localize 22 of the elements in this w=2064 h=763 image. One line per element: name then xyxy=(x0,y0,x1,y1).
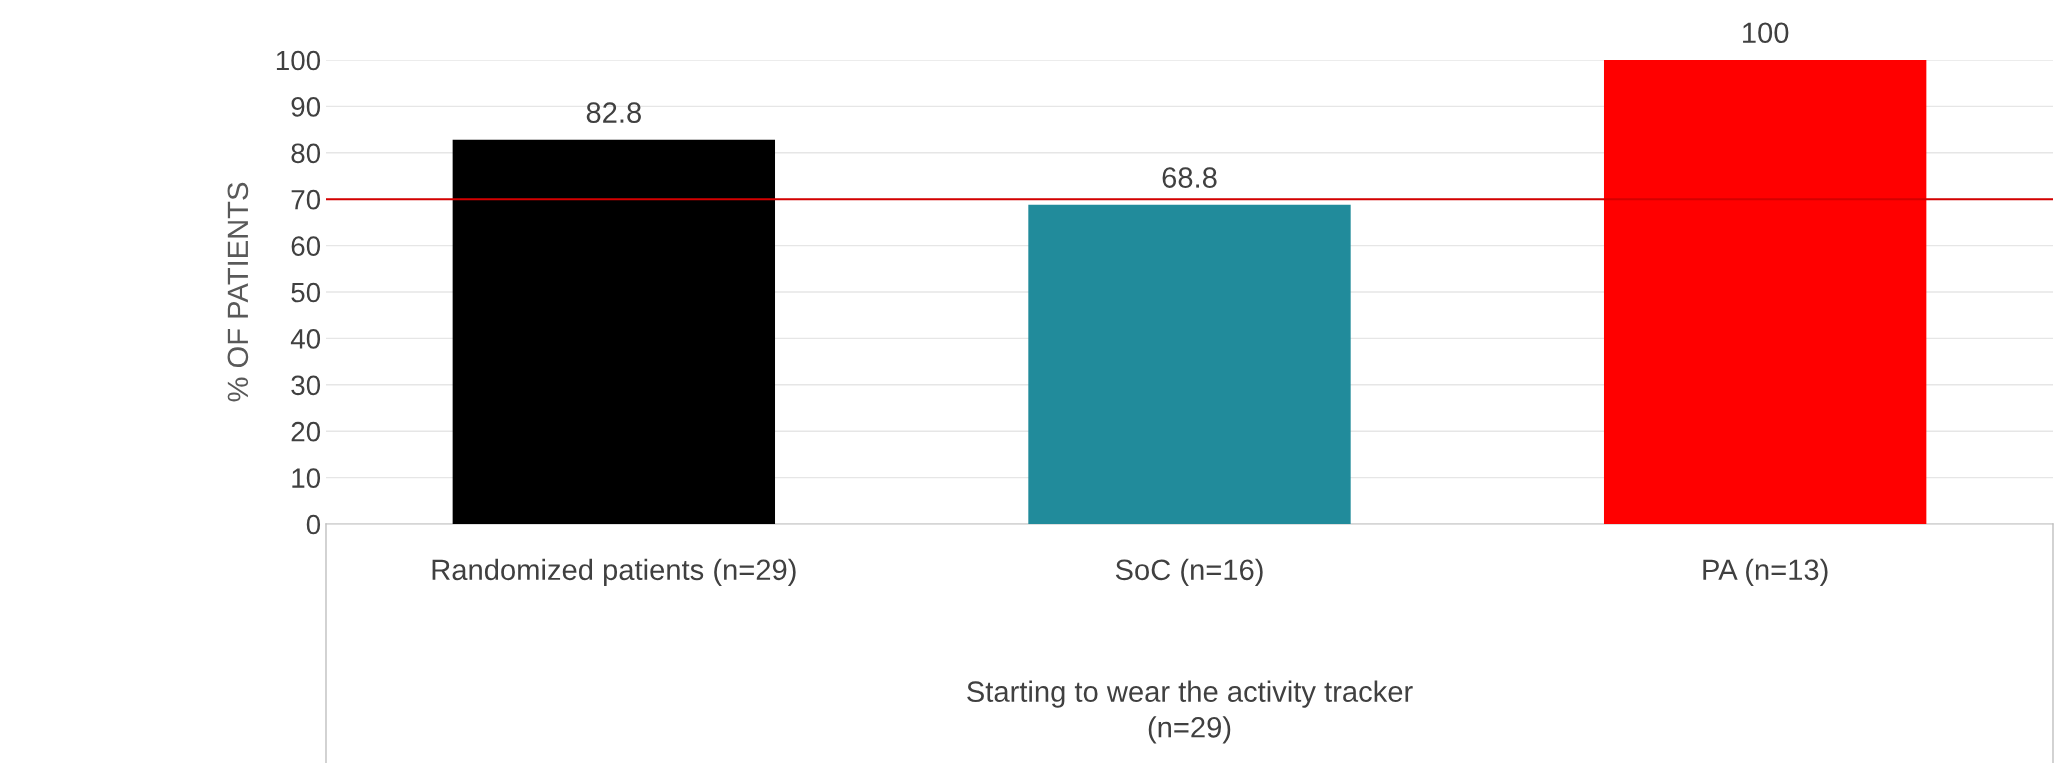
y-tick-label: 0 xyxy=(306,514,321,535)
y-tick-label: 30 xyxy=(291,375,321,396)
y-tick-label: 100 xyxy=(276,50,321,71)
x-tick-label: Randomized patients (n=29) xyxy=(432,558,796,586)
data-label: 82.8 xyxy=(586,102,641,123)
bar xyxy=(452,139,776,524)
x-tick-label: SoC (n=16) xyxy=(1115,558,1263,586)
y-tick-label: 10 xyxy=(292,468,321,488)
x-axis-title: Starting to wear the activity tracker (n=29) xyxy=(967,680,1413,744)
x-tick-label: PA (n=13) xyxy=(1703,558,1828,586)
y-tick-label: 80 xyxy=(291,143,321,164)
data-label: 68.8 xyxy=(1162,167,1217,188)
y-tick-label: 50 xyxy=(291,282,321,303)
bar xyxy=(1028,204,1351,524)
data-label: 100 xyxy=(1743,22,1789,44)
y-tick-label: 90 xyxy=(291,97,321,117)
y-tick-label: 20 xyxy=(291,421,321,442)
y-tick-label: 40 xyxy=(290,329,321,349)
y-tick-label: 60 xyxy=(291,236,321,256)
bar xyxy=(1603,60,1927,524)
y-axis-title: % OF PATIENTS xyxy=(227,182,249,402)
y-tick-label: 70 xyxy=(291,189,321,210)
